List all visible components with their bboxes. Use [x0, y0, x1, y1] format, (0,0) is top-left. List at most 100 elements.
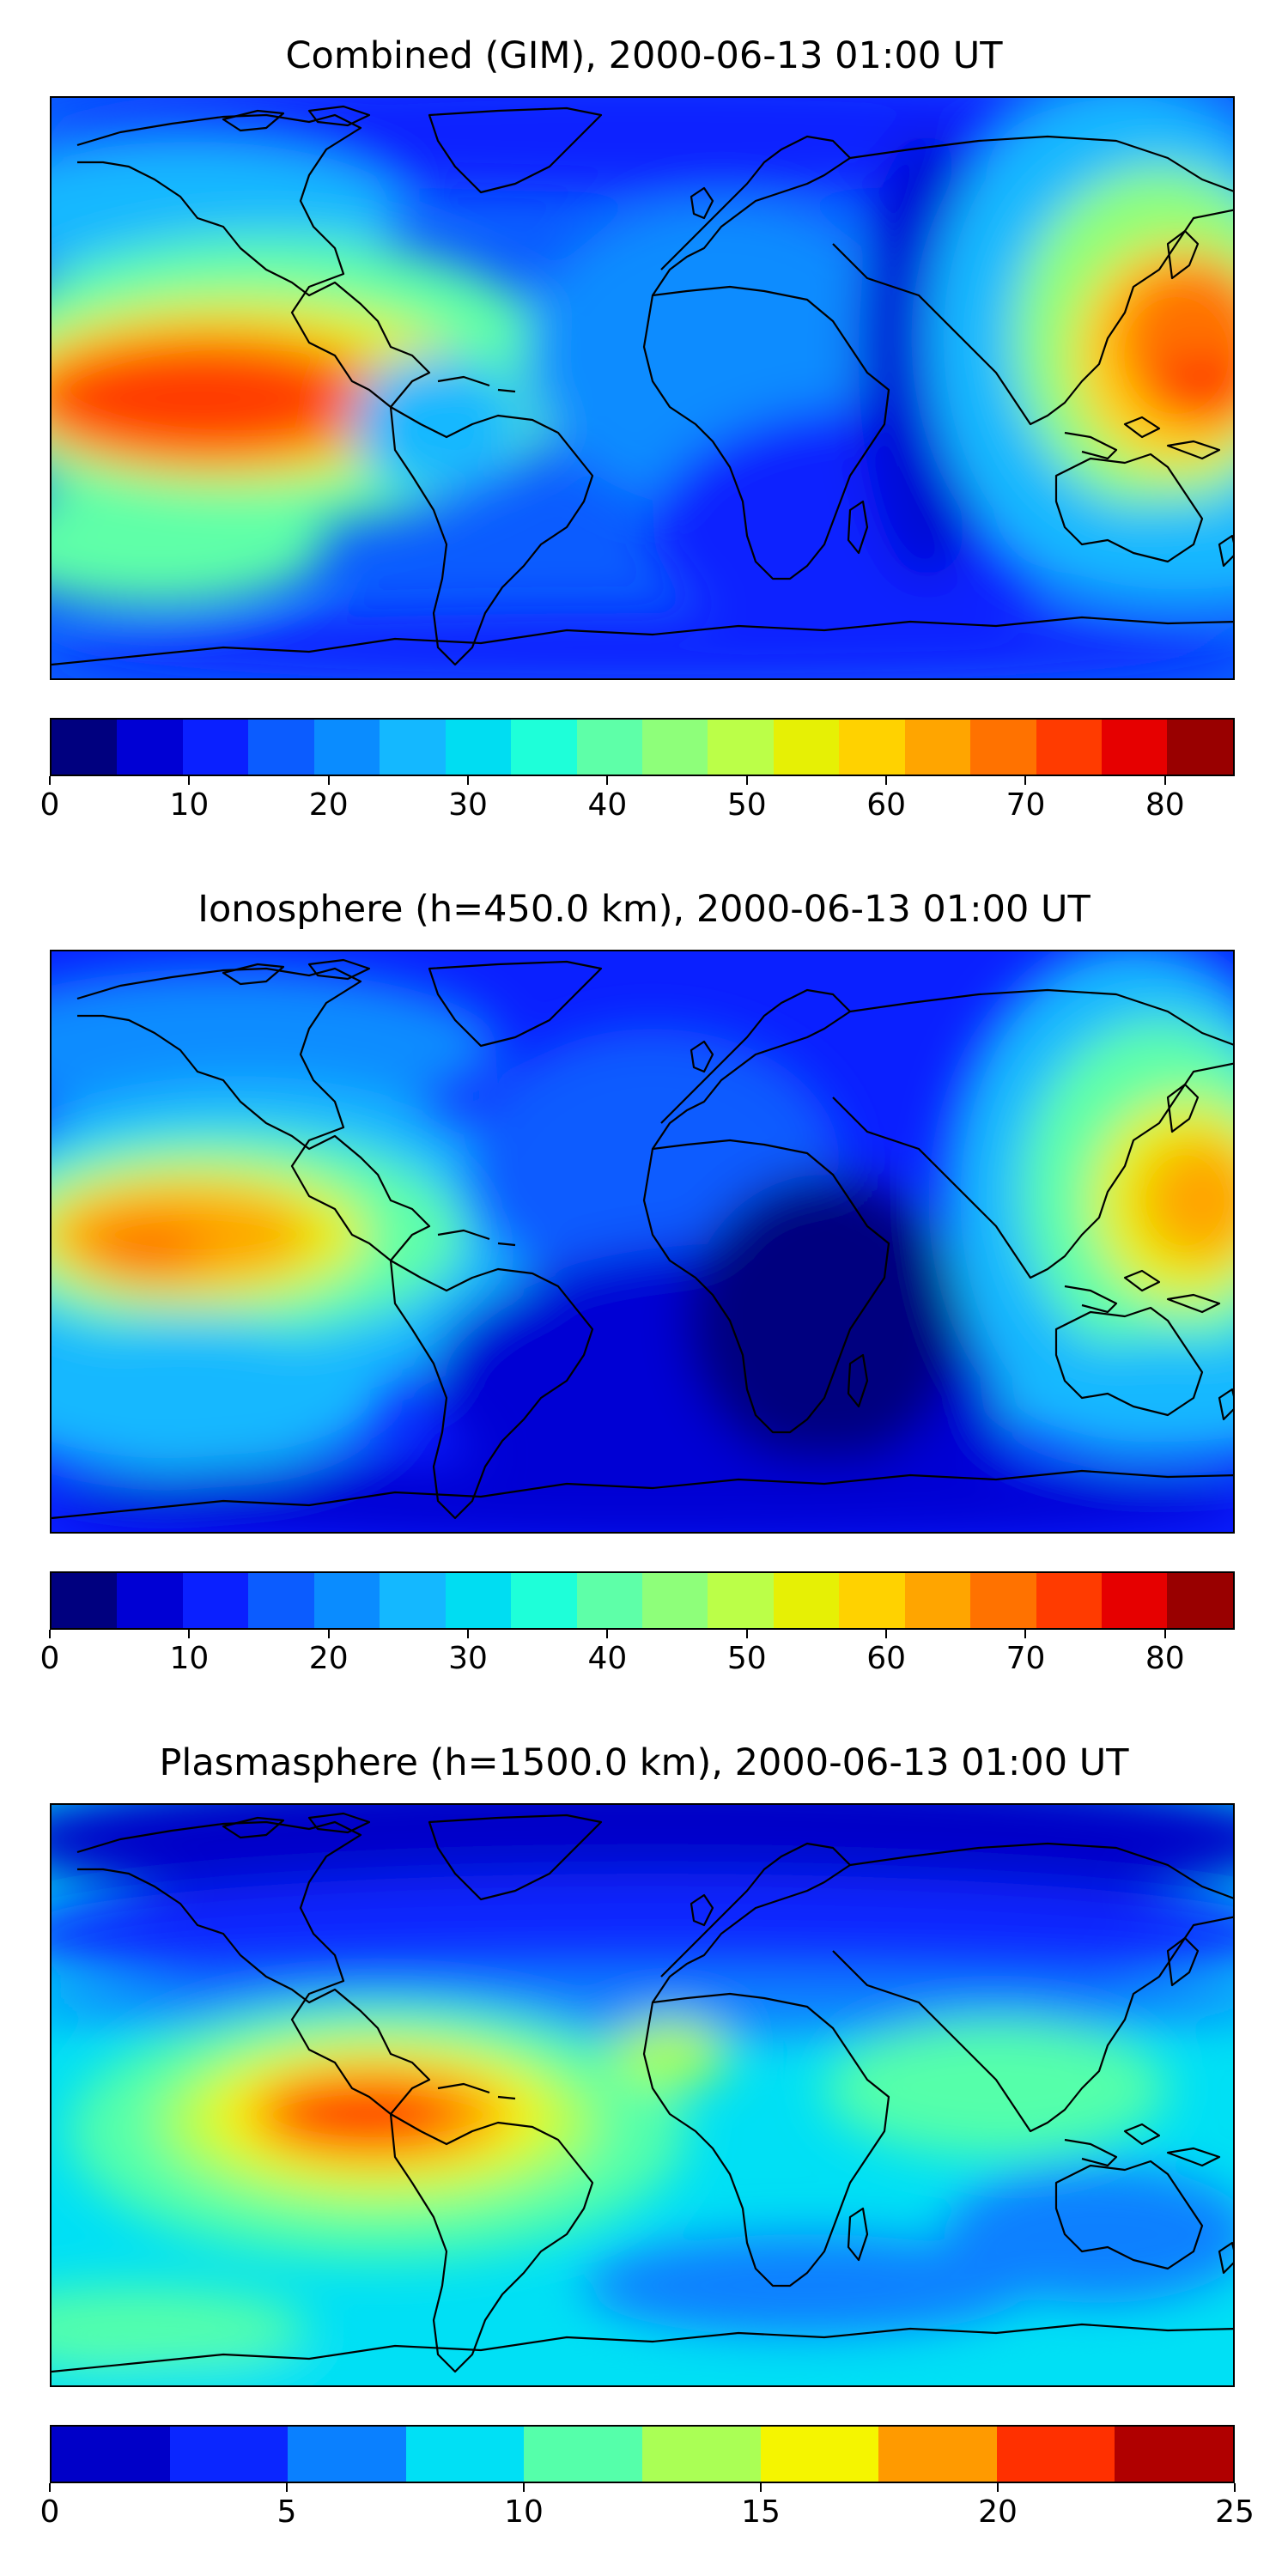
colorbar-tick-label: 20 [308, 787, 349, 823]
colorbar-segment [117, 720, 183, 775]
colorbar-tick [885, 1630, 888, 1638]
colorbar-tick-label: 0 [39, 2494, 60, 2530]
colorbar-tick [286, 2483, 288, 2492]
colorbar-segment [1102, 1573, 1168, 1628]
colorbar-segment [248, 1573, 314, 1628]
colorbar-segment [996, 2427, 1115, 2482]
colorbar-segment [313, 720, 380, 775]
panel-1-title: Combined (GIM), 2000-06-13 01:00 UT [285, 34, 1003, 77]
colorbar-segment [641, 2427, 761, 2482]
colorbar-tick-label: 10 [169, 1641, 210, 1676]
colorbar-tick-label: 70 [1005, 1641, 1046, 1676]
colorbar-tick [49, 1630, 51, 1638]
colorbar-tick-label: 0 [39, 787, 60, 823]
colorbar-tick-label: 50 [726, 787, 767, 823]
colorbar-tick-label: 20 [308, 1641, 349, 1676]
colorbar-segment [904, 1573, 971, 1628]
colorbar-segment [445, 1573, 512, 1628]
colorbar-segment [52, 1573, 118, 1628]
colorbar-segment [182, 720, 249, 775]
colorbar-segment [576, 720, 642, 775]
colorbar-tick [1234, 2483, 1236, 2492]
colorbar-segment [380, 1573, 446, 1628]
colorbar-segment [511, 1573, 577, 1628]
colorbar-tick [1163, 776, 1166, 785]
colorbar-tick [188, 1630, 191, 1638]
colorbar-segment [288, 2427, 406, 2482]
colorbar-tick [1163, 1630, 1166, 1638]
colorbar-segment [708, 720, 774, 775]
colorbar-tick-label: 80 [1145, 1641, 1185, 1676]
colorbar-tick [327, 1630, 330, 1638]
panel-1-map [50, 96, 1235, 680]
colorbar-tick-label: 60 [866, 787, 907, 823]
colorbar-tick-label: 30 [448, 787, 488, 823]
colorbar-tick-label: 30 [448, 1641, 488, 1676]
colorbar-segment [52, 2427, 170, 2482]
colorbar-segment [380, 720, 446, 775]
colorbar-tick-label: 15 [741, 2494, 781, 2530]
colorbar-segment [182, 1573, 249, 1628]
panel-3-map [50, 1803, 1235, 2387]
colorbar-segment [773, 1573, 840, 1628]
colorbar-tick-label: 80 [1145, 787, 1185, 823]
colorbar-tick [1024, 1630, 1027, 1638]
colorbar-segment [524, 2427, 642, 2482]
colorbar-segment [970, 720, 1036, 775]
colorbar-tick [760, 2483, 762, 2492]
colorbar-tick-label: 60 [866, 1641, 907, 1676]
colorbar-segment [576, 1573, 642, 1628]
colorbar-segment [970, 1573, 1036, 1628]
colorbar-segment [773, 720, 840, 775]
colorbar-segment [248, 720, 314, 775]
colorbar-tick-label: 20 [978, 2494, 1018, 2530]
colorbar-tick-label: 25 [1215, 2494, 1255, 2530]
colorbar-tick [49, 776, 51, 785]
colorbar-tick [49, 2483, 51, 2492]
panel-3-colorbar [50, 2425, 1235, 2483]
colorbar-segment [1167, 720, 1233, 775]
colorbar-tick [327, 776, 330, 785]
colorbar-segment [641, 1573, 708, 1628]
colorbar-segment [445, 720, 512, 775]
colorbar-segment [708, 1573, 774, 1628]
colorbar-tick [467, 1630, 470, 1638]
panel-2-map [50, 950, 1235, 1534]
panel-2-colorbar [50, 1571, 1235, 1630]
colorbar-segment [904, 720, 971, 775]
colorbar-tick [606, 776, 609, 785]
colorbar-segment [1102, 720, 1168, 775]
colorbar-segment [839, 720, 905, 775]
colorbar-tick-label: 5 [276, 2494, 297, 2530]
colorbar-tick [1024, 776, 1027, 785]
colorbar-segment [1036, 1573, 1102, 1628]
colorbar-segment [405, 2427, 525, 2482]
colorbar-segment [760, 2427, 879, 2482]
colorbar-segment [839, 1573, 905, 1628]
colorbar-tick-label: 50 [726, 1641, 767, 1676]
colorbar-tick-label: 70 [1005, 787, 1046, 823]
colorbar-tick [188, 776, 191, 785]
colorbar-tick [523, 2483, 525, 2492]
colorbar-tick-label: 10 [169, 787, 210, 823]
colorbar-segment [313, 1573, 380, 1628]
colorbar-segment [641, 720, 708, 775]
colorbar-tick-label: 0 [39, 1641, 60, 1676]
colorbar-tick [606, 1630, 609, 1638]
panel-1-colorbar [50, 718, 1235, 776]
colorbar-tick-label: 10 [504, 2494, 544, 2530]
colorbar-tick [885, 776, 888, 785]
colorbar-segment [1167, 1573, 1233, 1628]
colorbar-tick [997, 2483, 999, 2492]
colorbar-tick-label: 40 [587, 787, 628, 823]
panel-3-title: Plasmasphere (h=1500.0 km), 2000-06-13 0… [159, 1741, 1129, 1784]
colorbar-tick [745, 776, 748, 785]
colorbar-segment [52, 720, 118, 775]
colorbar-tick [745, 1630, 748, 1638]
colorbar-segment [117, 1573, 183, 1628]
colorbar-tick-label: 40 [587, 1641, 628, 1676]
colorbar-segment [511, 720, 577, 775]
colorbar-segment [1036, 720, 1102, 775]
colorbar-segment [1115, 2427, 1233, 2482]
colorbar-segment [878, 2427, 997, 2482]
